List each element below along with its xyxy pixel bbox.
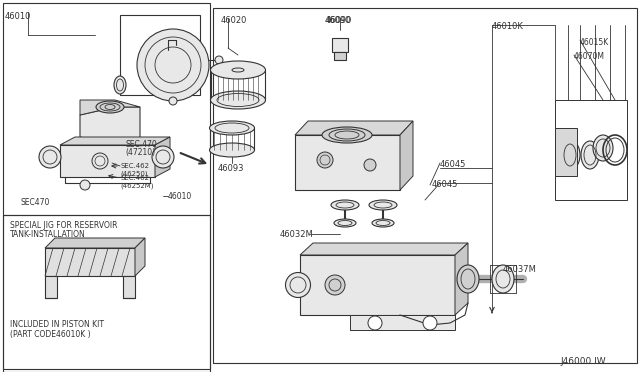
Polygon shape — [60, 145, 155, 177]
Ellipse shape — [39, 146, 61, 168]
Ellipse shape — [152, 146, 174, 168]
Polygon shape — [350, 315, 455, 330]
Text: 46090: 46090 — [325, 16, 351, 25]
Bar — [332, 38, 348, 52]
Polygon shape — [45, 238, 145, 248]
Text: 46032M: 46032M — [280, 230, 314, 239]
Bar — [334, 52, 346, 60]
Bar — [3, 215, 210, 369]
Polygon shape — [80, 100, 140, 115]
Polygon shape — [45, 276, 57, 298]
Circle shape — [169, 97, 177, 105]
Text: 46070M: 46070M — [574, 52, 605, 61]
Polygon shape — [123, 276, 135, 298]
Ellipse shape — [114, 76, 126, 94]
Text: (47210): (47210) — [125, 148, 155, 157]
Ellipse shape — [457, 265, 479, 293]
Ellipse shape — [209, 143, 255, 157]
Text: 46020: 46020 — [221, 16, 248, 25]
Text: 46093: 46093 — [218, 164, 244, 173]
Ellipse shape — [209, 121, 255, 135]
Polygon shape — [60, 137, 170, 145]
Bar — [555, 100, 627, 200]
Ellipse shape — [581, 141, 599, 169]
Circle shape — [215, 56, 223, 64]
Text: (46250): (46250) — [120, 170, 148, 176]
Ellipse shape — [322, 127, 372, 143]
Bar — [213, 8, 637, 363]
Text: 46037M: 46037M — [503, 265, 537, 274]
Text: (PART CODE46010K ): (PART CODE46010K ) — [10, 330, 91, 339]
Text: 46010: 46010 — [168, 192, 192, 201]
Text: 46090: 46090 — [326, 16, 353, 25]
Ellipse shape — [96, 101, 124, 113]
Text: (46252M): (46252M) — [120, 182, 154, 189]
Text: 46045: 46045 — [440, 160, 467, 169]
Text: 46045: 46045 — [432, 180, 458, 189]
Ellipse shape — [369, 200, 397, 210]
Polygon shape — [295, 135, 400, 190]
Ellipse shape — [372, 219, 394, 227]
Polygon shape — [45, 248, 135, 276]
Text: 46010: 46010 — [5, 12, 31, 21]
Text: SPECIAL JIG FOR RESERVOIR: SPECIAL JIG FOR RESERVOIR — [10, 221, 118, 230]
Polygon shape — [400, 121, 413, 190]
Polygon shape — [80, 107, 140, 145]
Ellipse shape — [285, 273, 310, 298]
Polygon shape — [300, 243, 468, 255]
Text: SEC.462: SEC.462 — [120, 163, 149, 169]
Ellipse shape — [331, 200, 359, 210]
Text: SEC.462: SEC.462 — [120, 175, 149, 181]
Text: 46010K: 46010K — [492, 22, 524, 31]
Ellipse shape — [560, 140, 580, 170]
Circle shape — [423, 316, 437, 330]
Text: 46015K: 46015K — [580, 38, 609, 47]
Ellipse shape — [334, 219, 356, 227]
Polygon shape — [455, 243, 468, 315]
Circle shape — [325, 275, 345, 295]
Ellipse shape — [211, 91, 266, 109]
Text: SEC470: SEC470 — [20, 198, 49, 207]
Bar — [555, 128, 577, 176]
Polygon shape — [155, 137, 170, 177]
Bar — [120, 15, 200, 95]
Ellipse shape — [492, 265, 514, 293]
Bar — [3, 3, 210, 372]
Text: SEC.470: SEC.470 — [125, 140, 157, 149]
Circle shape — [368, 316, 382, 330]
Circle shape — [317, 152, 333, 168]
Text: INCLUDED IN PISTON KIT: INCLUDED IN PISTON KIT — [10, 320, 104, 329]
Polygon shape — [135, 238, 145, 276]
Circle shape — [92, 153, 108, 169]
Circle shape — [80, 180, 90, 190]
Ellipse shape — [593, 135, 613, 161]
Polygon shape — [295, 121, 413, 135]
Polygon shape — [300, 255, 455, 315]
Ellipse shape — [211, 61, 266, 79]
Text: TANK-INSTALLATION: TANK-INSTALLATION — [10, 230, 86, 239]
Text: J46000 IW: J46000 IW — [560, 357, 605, 366]
Circle shape — [364, 159, 376, 171]
Circle shape — [137, 29, 209, 101]
